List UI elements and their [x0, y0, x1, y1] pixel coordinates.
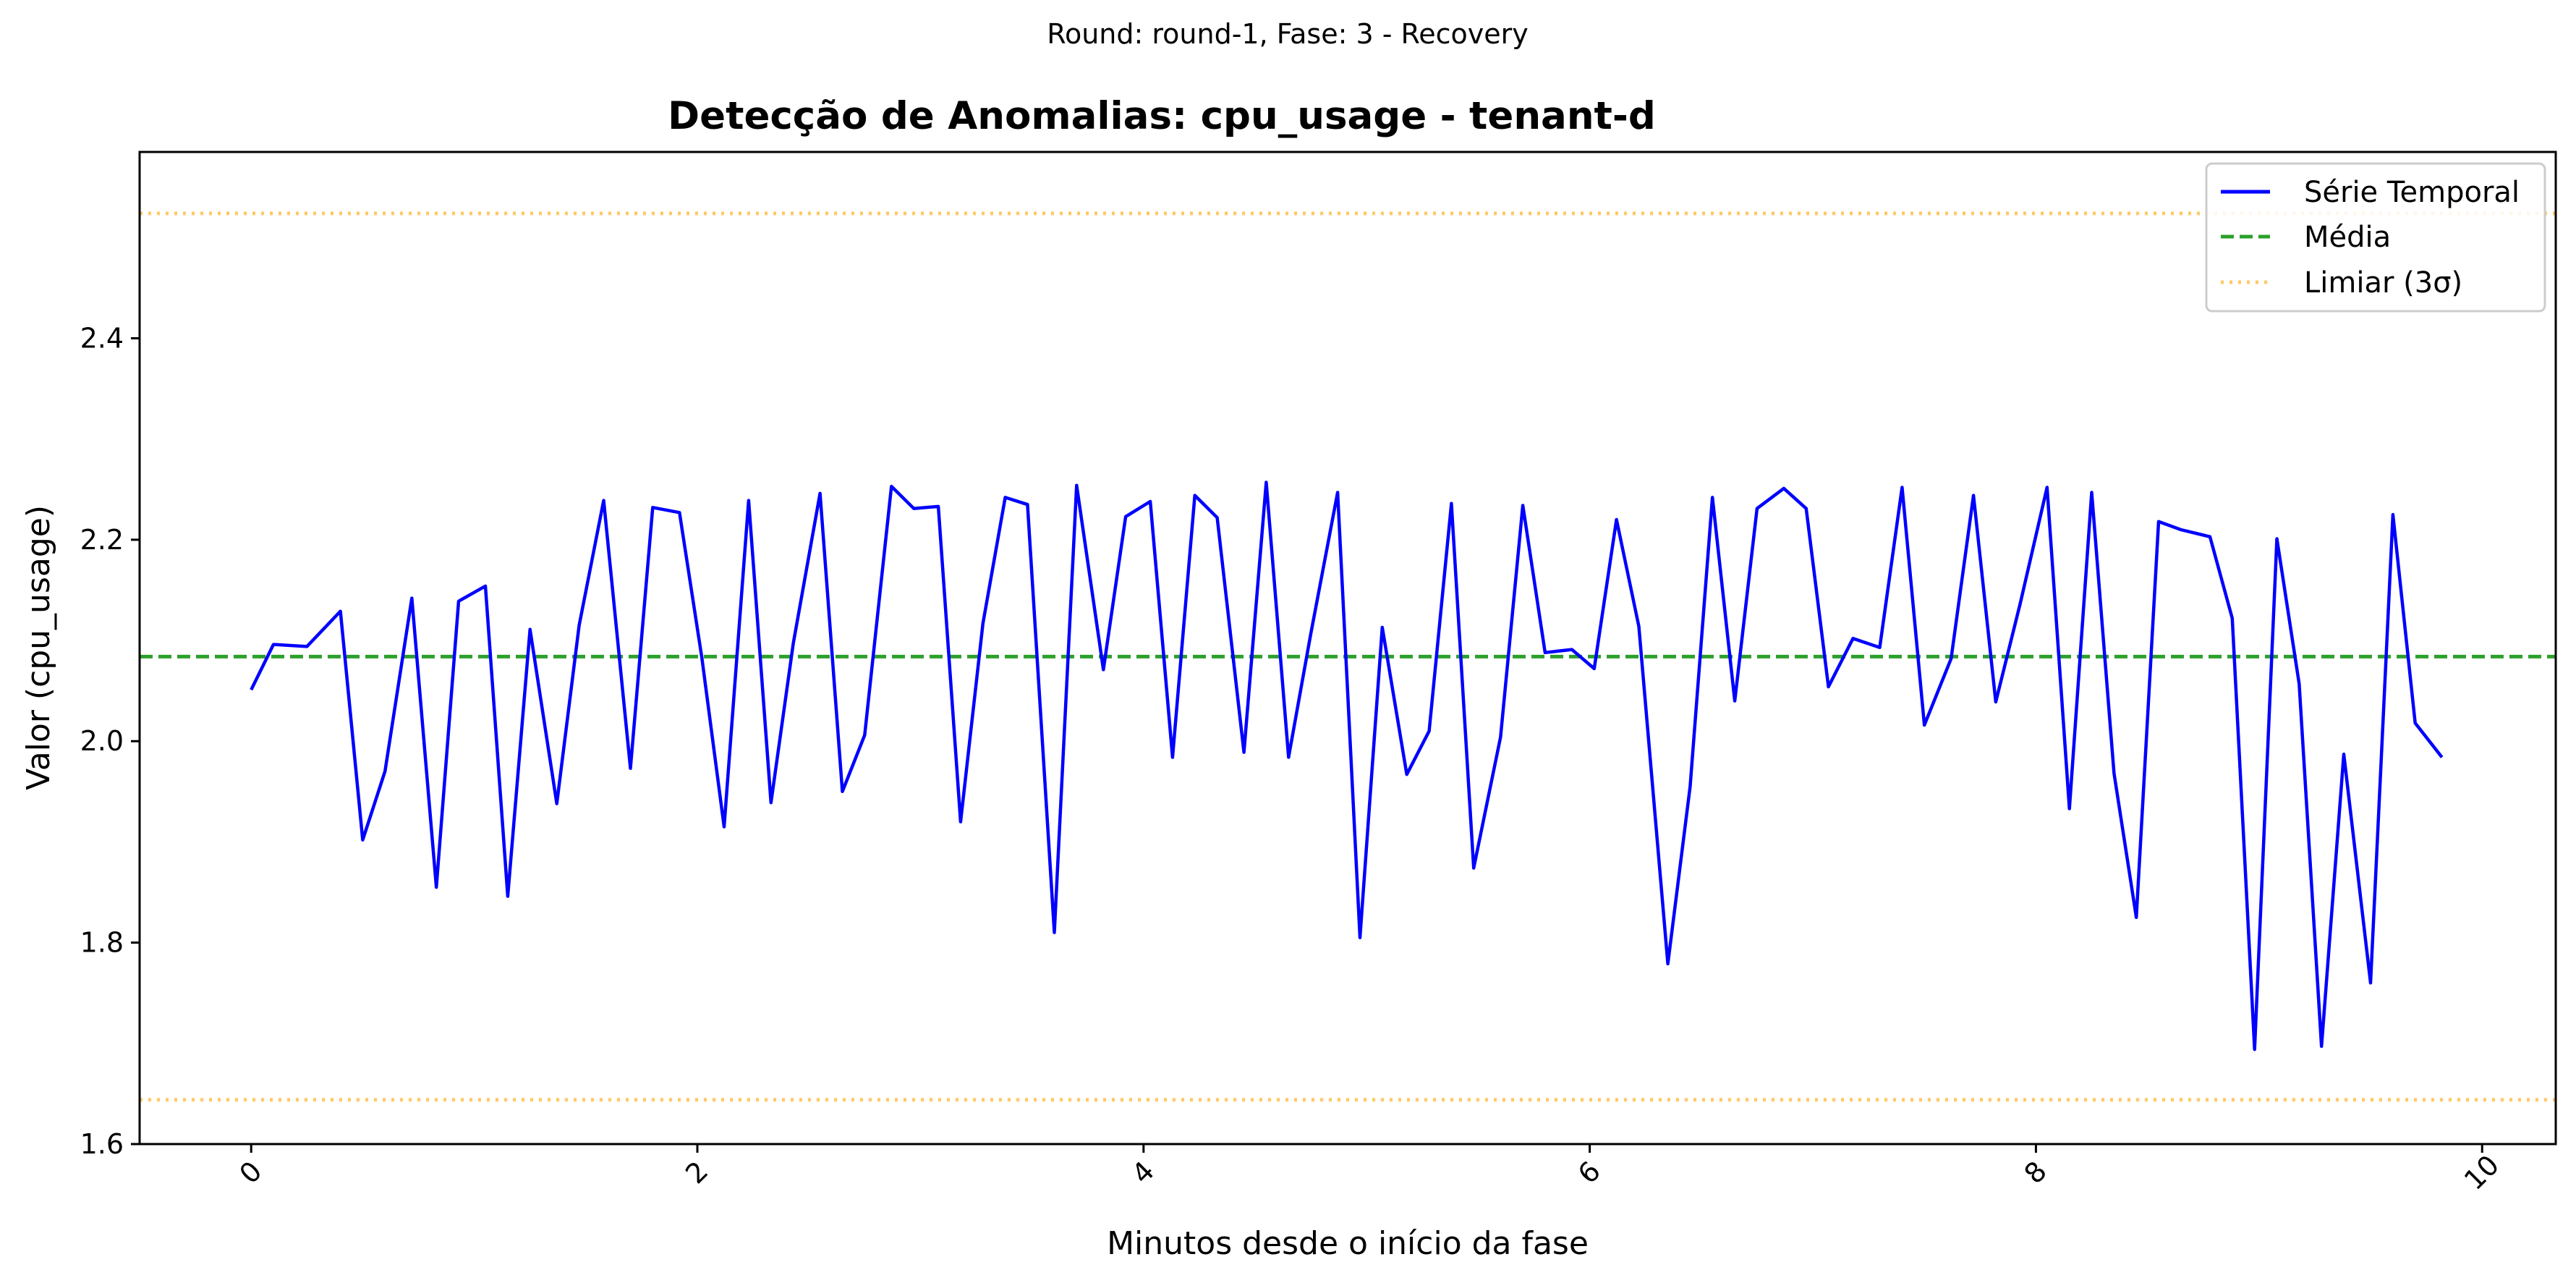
legend-label-media: Média: [2304, 221, 2391, 254]
x-tick-label: 6: [1572, 1155, 1607, 1190]
x-axis-label: Minutos desde o início da fase: [1107, 1225, 1589, 1262]
series-line-serie-temporal: [250, 480, 2444, 1051]
legend-box: [2205, 162, 2546, 313]
legend-label-serie-temporal: Série Temporal: [2304, 176, 2520, 209]
x-tick-label: 4: [1126, 1155, 1160, 1190]
legend: Série Temporal Média Limiar (3σ): [2205, 162, 2546, 313]
plot-lines: [140, 211, 2556, 1102]
x-tick-label: 2: [679, 1155, 714, 1190]
axes-ticks: 0 2 4 6 8 10 1.6 1.8 2.0 2.2 2.4: [80, 322, 2506, 1195]
y-tick-label: 1.6: [80, 1128, 124, 1160]
x-tick-label: 8: [2018, 1155, 2053, 1190]
x-tick-label: 10: [2458, 1149, 2505, 1196]
chart-title: Detecção de Anomalias: cpu_usage - tenan…: [668, 94, 1656, 138]
plot-frame: [138, 151, 2557, 1146]
legend-label-limiar: Limiar (3σ): [2304, 266, 2462, 300]
y-tick-label: 2.2: [80, 524, 124, 556]
y-tick-label: 2.4: [80, 322, 124, 354]
x-tick-label: 0: [233, 1155, 268, 1190]
y-axis-label: Valor (cpu_usage): [20, 505, 57, 790]
figure-suptitle: Round: round-1, Fase: 3 - Recovery: [1047, 18, 1528, 50]
y-tick-label: 2.0: [80, 725, 124, 757]
y-tick-label: 1.8: [80, 927, 124, 959]
